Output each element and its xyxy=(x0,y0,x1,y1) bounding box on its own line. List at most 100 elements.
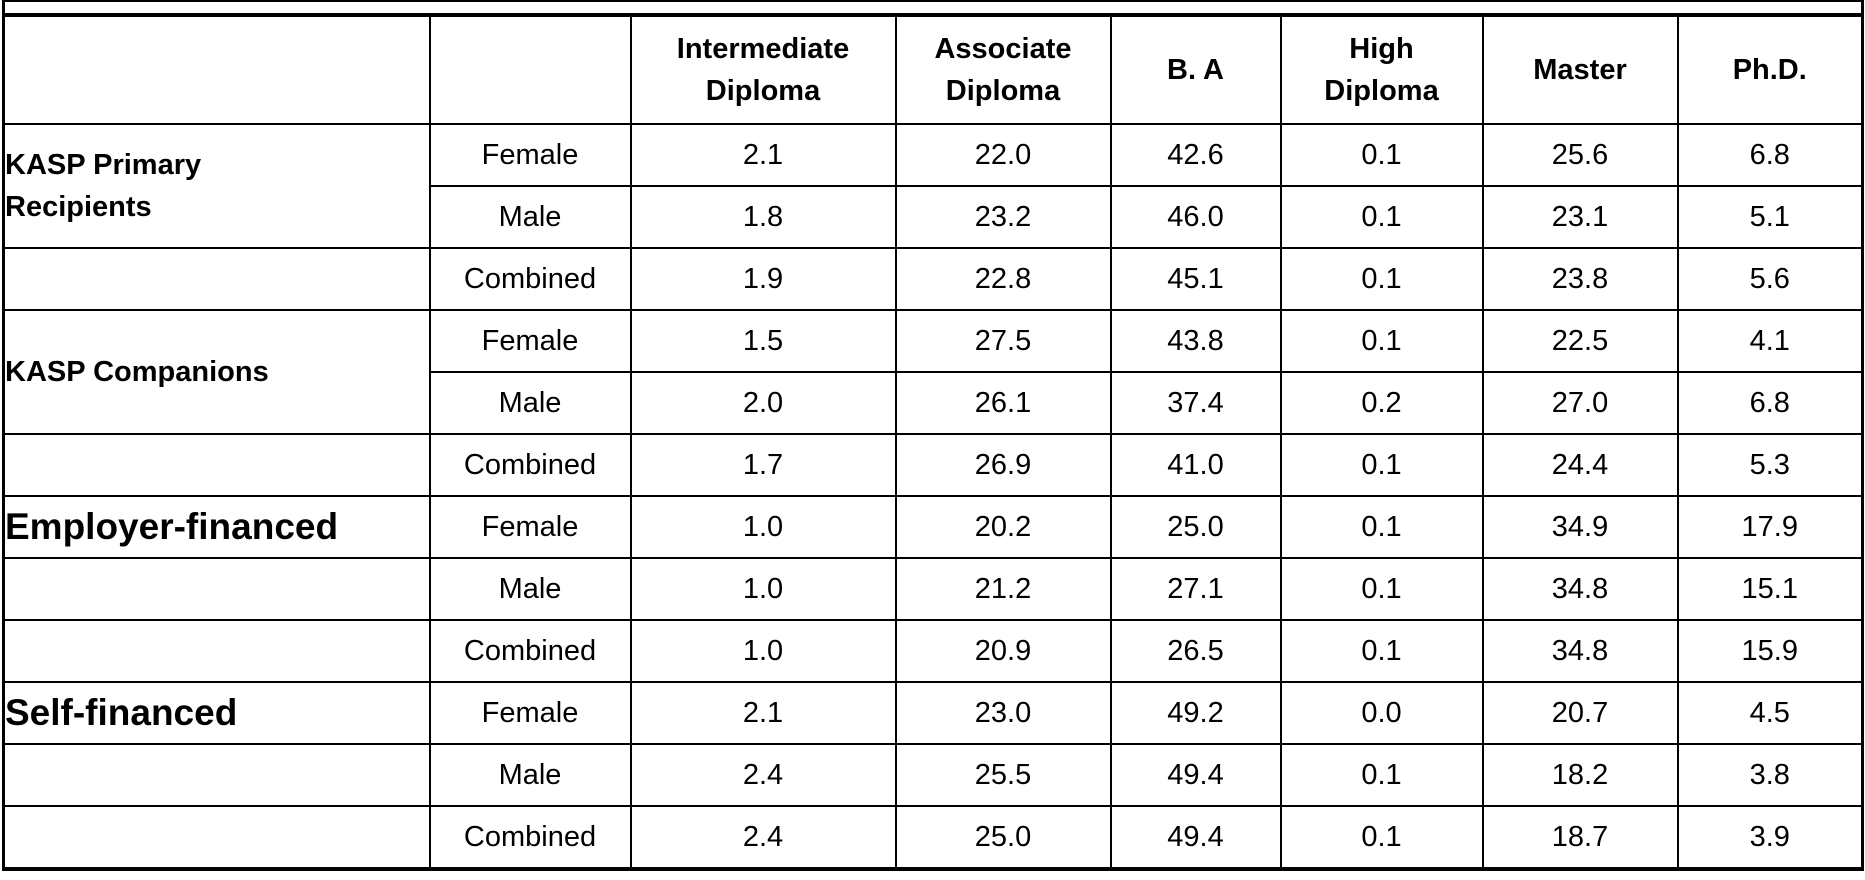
gender-cell: Combined xyxy=(428,619,632,683)
gender-cell: Male xyxy=(428,557,632,621)
header-intermediate-diploma: Intermediate Diploma xyxy=(629,14,897,125)
group-cell-self-financed: Self-financed xyxy=(2,681,431,745)
value-cell: 0.1 xyxy=(1279,805,1484,870)
value-cell: 3.8 xyxy=(1676,743,1864,807)
group-cell-employer-financed: Employer-financed xyxy=(2,495,431,559)
value-cell: 2.4 xyxy=(629,743,897,807)
header-blank-gender xyxy=(428,14,632,125)
value-cell: 25.0 xyxy=(1109,495,1282,559)
value-cell: 3.9 xyxy=(1676,805,1864,870)
value-cell: 1.9 xyxy=(629,247,897,311)
value-cell: 27.1 xyxy=(1109,557,1282,621)
value-cell: 25.5 xyxy=(894,743,1112,807)
value-cell: 34.9 xyxy=(1481,495,1679,559)
table-row: Male 1.0 21.2 27.1 0.1 34.8 15.1 xyxy=(2,557,1864,621)
group-cell-kasp-primary: KASP Primary Recipients xyxy=(2,123,431,249)
value-cell: 4.1 xyxy=(1676,309,1864,373)
value-cell: 5.6 xyxy=(1676,247,1864,311)
top-sliver-cell xyxy=(2,0,1864,17)
value-cell: 0.1 xyxy=(1279,123,1484,187)
value-cell: 1.8 xyxy=(629,185,897,249)
value-cell: 20.9 xyxy=(894,619,1112,683)
value-cell: 21.2 xyxy=(894,557,1112,621)
value-cell: 0.1 xyxy=(1279,433,1484,497)
value-cell: 5.1 xyxy=(1676,185,1864,249)
value-cell: 0.2 xyxy=(1279,371,1484,435)
table-row: Male 1.8 23.2 46.0 0.1 23.1 5.1 xyxy=(4,185,1864,249)
value-cell: 20.2 xyxy=(894,495,1112,559)
table-row: KASP Companions Female 1.5 27.5 43.8 0.1… xyxy=(2,309,1864,435)
value-cell: 1.0 xyxy=(629,557,897,621)
value-cell: 37.4 xyxy=(1109,371,1282,435)
value-cell: 23.8 xyxy=(1481,247,1679,311)
group-cell-kasp-companions: KASP Companions xyxy=(2,309,431,435)
value-cell: 27.5 xyxy=(894,309,1112,373)
group-cell-empty xyxy=(2,557,431,621)
value-cell: 6.8 xyxy=(1676,371,1864,435)
value-cell: 25.0 xyxy=(894,805,1112,870)
value-cell: 1.0 xyxy=(629,619,897,683)
value-cell: 26.5 xyxy=(1109,619,1282,683)
value-cell: 26.1 xyxy=(894,371,1112,435)
value-cell: 5.3 xyxy=(1676,433,1864,497)
value-cell: 0.1 xyxy=(1279,185,1484,249)
value-cell: 26.9 xyxy=(894,433,1112,497)
value-cell: 15.1 xyxy=(1676,557,1864,621)
value-cell: 27.0 xyxy=(1481,371,1679,435)
value-cell: 22.0 xyxy=(894,123,1112,187)
value-cell: 2.4 xyxy=(629,805,897,870)
value-cell: 1.0 xyxy=(629,495,897,559)
gender-cell: Male xyxy=(428,371,632,435)
value-cell: 49.4 xyxy=(1109,743,1282,807)
group-cell-empty xyxy=(2,619,431,683)
gender-cell: Female xyxy=(428,309,632,373)
value-cell: 17.9 xyxy=(1676,495,1864,559)
gender-cell: Combined xyxy=(428,433,632,497)
value-cell: 0.1 xyxy=(1279,247,1484,311)
value-cell: 18.7 xyxy=(1481,805,1679,870)
value-cell: 23.1 xyxy=(1481,185,1679,249)
gender-cell: Female xyxy=(428,123,632,187)
value-cell: 46.0 xyxy=(1109,185,1282,249)
value-cell: 24.4 xyxy=(1481,433,1679,497)
value-cell: 43.8 xyxy=(1109,309,1282,373)
group-cell-empty xyxy=(2,805,431,870)
table-row-top-sliver xyxy=(2,0,1864,17)
value-cell: 23.0 xyxy=(894,681,1112,745)
table-row: Combined 1.0 20.9 26.5 0.1 34.8 15.9 xyxy=(2,619,1864,683)
value-cell: 1.5 xyxy=(629,309,897,373)
header-high-diploma: High Diploma xyxy=(1279,14,1484,125)
table-row: Male 2.4 25.5 49.4 0.1 18.2 3.8 xyxy=(2,743,1864,807)
header-phd: Ph.D. xyxy=(1676,14,1864,125)
group-cell-empty xyxy=(2,247,431,311)
value-cell: 18.2 xyxy=(1481,743,1679,807)
value-cell: 25.6 xyxy=(1481,123,1679,187)
table-row: Male 2.0 26.1 37.4 0.2 27.0 6.8 xyxy=(4,371,1864,435)
gender-cell: Combined xyxy=(428,247,632,311)
gender-cell: Female xyxy=(428,495,632,559)
group-cell-empty xyxy=(2,743,431,807)
table-row: Self-financed Female 2.1 23.0 49.2 0.0 2… xyxy=(2,681,1864,745)
gender-cell: Combined xyxy=(428,805,632,870)
table-row: Combined 1.7 26.9 41.0 0.1 24.4 5.3 xyxy=(2,433,1864,497)
value-cell: 2.0 xyxy=(629,371,897,435)
value-cell: 0.1 xyxy=(1279,619,1484,683)
value-cell: 20.7 xyxy=(1481,681,1679,745)
value-cell: 0.0 xyxy=(1279,681,1484,745)
header-ba: B. A xyxy=(1109,14,1282,125)
header-associate-diploma: Associate Diploma xyxy=(894,14,1112,125)
value-cell: 49.2 xyxy=(1109,681,1282,745)
table-header-row: Intermediate Diploma Associate Diploma B… xyxy=(2,14,1864,125)
gender-cell: Female xyxy=(428,681,632,745)
header-blank-group xyxy=(2,14,431,125)
value-cell: 45.1 xyxy=(1109,247,1282,311)
table-row: KASP Primary Recipients Female 2.1 22.0 … xyxy=(2,123,1864,249)
table-row: Employer-financed Female 1.0 20.2 25.0 0… xyxy=(2,495,1864,559)
value-cell: 34.8 xyxy=(1481,557,1679,621)
value-cell: 23.2 xyxy=(894,185,1112,249)
table-row: Combined 1.9 22.8 45.1 0.1 23.8 5.6 xyxy=(2,247,1864,311)
value-cell: 22.8 xyxy=(894,247,1112,311)
value-cell: 6.8 xyxy=(1676,123,1864,187)
